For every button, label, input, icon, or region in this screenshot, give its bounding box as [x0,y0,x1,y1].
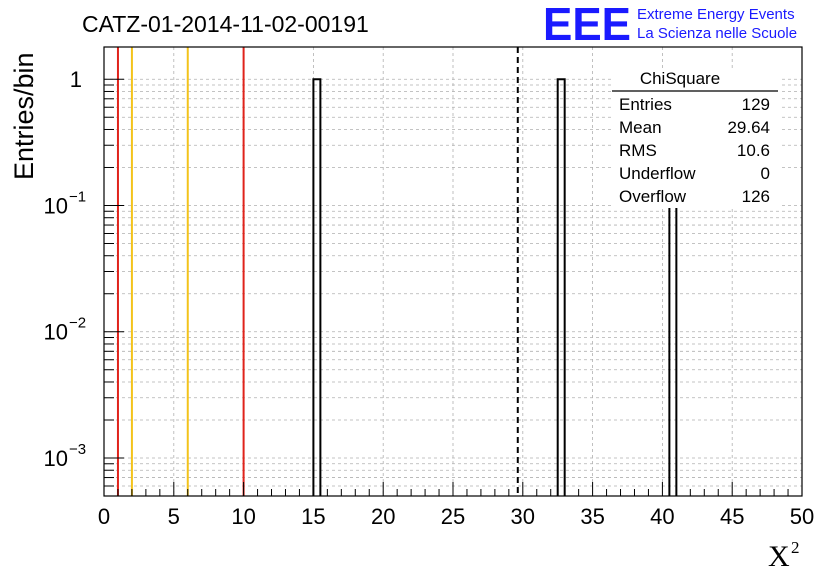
eee-logo-mark: EEE [543,0,631,50]
x-tick-label: 25 [441,504,465,529]
x-axis-label-superscript: 2 [791,538,800,557]
y-tick-label: 1 [70,67,82,92]
y-axis-label: Entries/bin [9,52,39,180]
x-tick-label: 50 [790,504,814,529]
histogram-bin [556,78,566,496]
eee-logo: EEE Extreme Energy Events La Scienza nel… [543,0,797,50]
stats-value: 29.64 [727,118,770,137]
y-tick-label-exponent: −2 [69,315,86,332]
stats-label: RMS [619,141,657,160]
stats-value: 0 [761,164,770,183]
x-tick-label: 30 [511,504,535,529]
stats-label: Mean [619,118,662,137]
grid [104,47,802,497]
x-axis-label: X 2 [768,538,800,572]
x-tick-label: 15 [301,504,325,529]
x-tick-label: 10 [231,504,255,529]
x-tick-label: 5 [168,504,180,529]
stats-box: ChiSquare Entries 129 Mean 29.64 RMS 10.6 Unde… [611,68,779,208]
reference-lines [116,47,519,496]
x-tick-label: 35 [580,504,604,529]
logo-line-2: La Scienza nelle Scuole [637,25,797,42]
x-tick-label: 40 [650,504,674,529]
stats-label: Overflow [619,187,687,206]
stats-value: 126 [742,187,770,206]
stats-value: 10.6 [737,141,770,160]
y-tick-label: 10 [44,320,68,345]
stats-label: Underflow [619,164,696,183]
logo-line-1: Extreme Energy Events [637,6,795,23]
x-tick-label: 20 [371,504,395,529]
y-tick-label-exponent: −1 [69,188,86,205]
y-tick-label: 10 [44,446,68,471]
y-tick-label-exponent: −3 [69,441,86,458]
chart-title: CATZ-01-2014-11-02-00191 [82,11,369,37]
x-axis-label-text: X [768,540,790,572]
y-tick-label: 10 [44,193,68,218]
x-tick-label: 45 [720,504,744,529]
histogram-bin [312,78,322,496]
x-tick-label: 0 [98,504,110,529]
stats-box-title: ChiSquare [640,69,720,88]
stats-label: Entries [619,95,672,114]
stats-value: 129 [742,95,770,114]
